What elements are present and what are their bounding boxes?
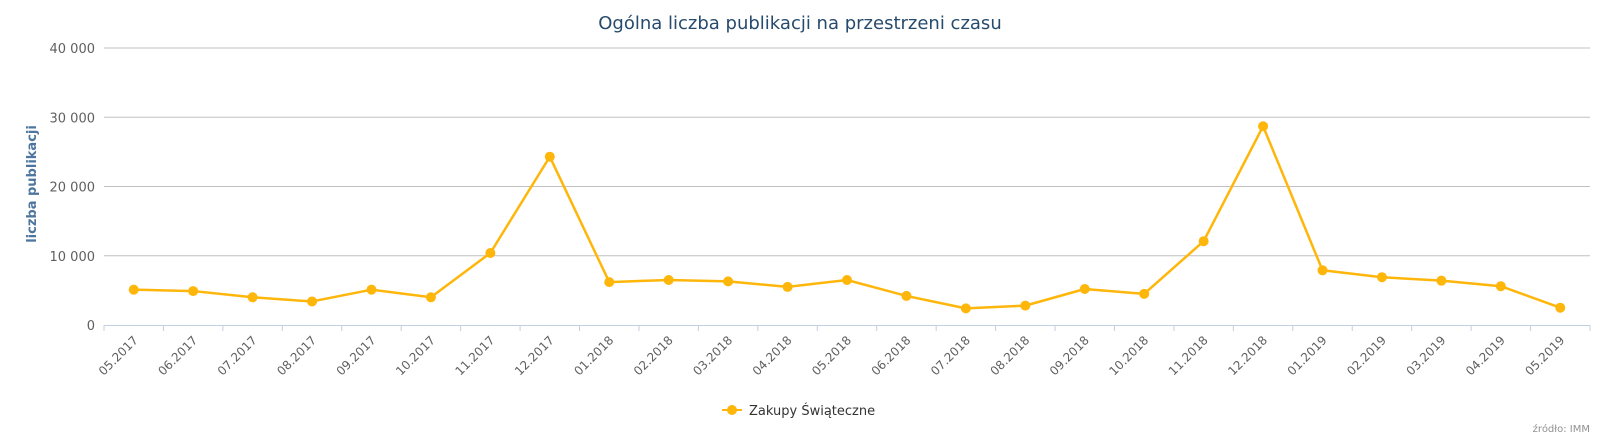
- x-tick-label: 04.2018: [750, 333, 795, 378]
- data-point[interactable]: [842, 274, 852, 285]
- y-axis-ticks: 0 10 000 20 000 30 000 40 000: [50, 42, 96, 334]
- series-group: [128, 121, 1566, 314]
- x-tick-label: 05.2019: [1522, 333, 1567, 378]
- legend-marker-icon: [727, 405, 737, 415]
- data-point[interactable]: [723, 276, 734, 287]
- data-point[interactable]: [1317, 265, 1328, 276]
- y-tick-label: 30 000: [50, 111, 96, 126]
- chart-title: Ogólna liczba publikacji na przestrzeni …: [598, 13, 1001, 34]
- data-point[interactable]: [366, 284, 377, 295]
- legend-label[interactable]: Zakupy Świąteczne: [749, 403, 875, 419]
- x-tick-label: 09.2017: [334, 333, 379, 378]
- x-tick-label: 07.2017: [215, 333, 260, 378]
- x-tick-label: 08.2017: [274, 333, 319, 378]
- data-point[interactable]: [663, 274, 674, 285]
- x-tick-label: 07.2018: [928, 333, 973, 378]
- x-tick-label: 01.2018: [571, 333, 616, 378]
- data-point[interactable]: [1198, 236, 1209, 247]
- data-point[interactable]: [1139, 288, 1150, 299]
- data-point[interactable]: [1495, 281, 1506, 292]
- x-tick-label: 12.2018: [1225, 333, 1270, 378]
- x-tick-label: 04.2019: [1463, 333, 1508, 378]
- data-point[interactable]: [1376, 272, 1387, 283]
- x-axis: 05.2017 06.2017 07.2017 08.2017 09.2017 10.20…: [96, 325, 1591, 378]
- data-point[interactable]: [1020, 300, 1031, 311]
- data-point[interactable]: [128, 284, 139, 295]
- x-tick-label: 02.2018: [631, 333, 676, 378]
- x-tick-label: 06.2018: [869, 333, 914, 378]
- x-tick-label: 05.2018: [809, 333, 854, 378]
- x-tick-label: 12.2017: [512, 333, 557, 378]
- x-tick-label: 03.2019: [1404, 333, 1449, 378]
- x-tick-label: 03.2018: [690, 333, 735, 378]
- data-point[interactable]: [247, 292, 258, 303]
- credits-text: źródło: IMM: [1533, 423, 1590, 435]
- data-point[interactable]: [1436, 275, 1447, 286]
- data-point[interactable]: [901, 290, 912, 301]
- data-point[interactable]: [188, 286, 199, 297]
- data-point[interactable]: [604, 277, 615, 288]
- legend[interactable]: Zakupy Świąteczne: [722, 403, 875, 419]
- x-tick-label: 09.2018: [1047, 333, 1092, 378]
- x-tick-label: 06.2017: [155, 333, 200, 378]
- gridlines: [104, 47, 1590, 257]
- x-tick-label: 10.2018: [1106, 333, 1151, 378]
- y-tick-label: 0: [87, 319, 95, 334]
- data-point[interactable]: [425, 292, 436, 303]
- x-tick-label: 11.2017: [452, 333, 497, 378]
- y-tick-label: 10 000: [50, 250, 96, 265]
- y-tick-label: 40 000: [50, 42, 96, 57]
- data-point[interactable]: [960, 303, 971, 314]
- data-point[interactable]: [1258, 121, 1269, 132]
- y-tick-label: 20 000: [50, 181, 96, 196]
- x-tick-label: 11.2018: [1166, 333, 1211, 378]
- data-point[interactable]: [485, 247, 496, 258]
- x-tick-label: 01.2019: [1285, 333, 1330, 378]
- x-tick-label: 05.2017: [96, 333, 141, 378]
- data-point[interactable]: [544, 151, 555, 162]
- x-tick-label: 08.2018: [987, 333, 1032, 378]
- x-tick-label: 02.2019: [1344, 333, 1389, 378]
- data-point[interactable]: [782, 281, 793, 292]
- x-tick-label: 10.2017: [393, 333, 438, 378]
- data-point[interactable]: [1079, 283, 1090, 294]
- y-axis-label: liczba publikacji: [25, 125, 40, 243]
- data-point[interactable]: [1555, 302, 1566, 313]
- data-point[interactable]: [307, 296, 318, 307]
